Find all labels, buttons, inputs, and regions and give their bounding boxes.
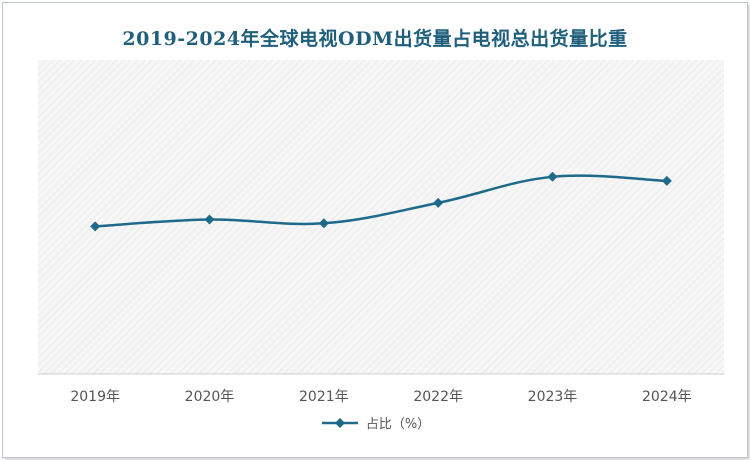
- data-point-marker: [204, 214, 215, 225]
- legend: 占比（%）: [0, 413, 750, 432]
- x-tick-label: 2024年: [642, 389, 692, 405]
- data-point-marker: [318, 218, 329, 229]
- plot-area: [38, 60, 724, 374]
- chart-title: 2019-2024年全球电视ODM出货量占电视总出货量比重: [122, 28, 628, 50]
- x-tick-label: 2019年: [70, 389, 120, 405]
- x-tick-label: 2023年: [528, 389, 578, 405]
- data-point-marker: [661, 175, 672, 186]
- x-tick-label: 2021年: [299, 389, 349, 405]
- data-point-marker: [547, 171, 558, 182]
- legend-line-marker: [321, 417, 358, 428]
- series-line: [95, 174, 667, 228]
- x-tick-label: 2022年: [413, 389, 463, 405]
- legend-label: 占比（%）: [365, 417, 431, 432]
- data-point-marker: [90, 221, 101, 232]
- data-point-marker: [433, 197, 444, 208]
- x-tick-label: 2020年: [185, 389, 235, 405]
